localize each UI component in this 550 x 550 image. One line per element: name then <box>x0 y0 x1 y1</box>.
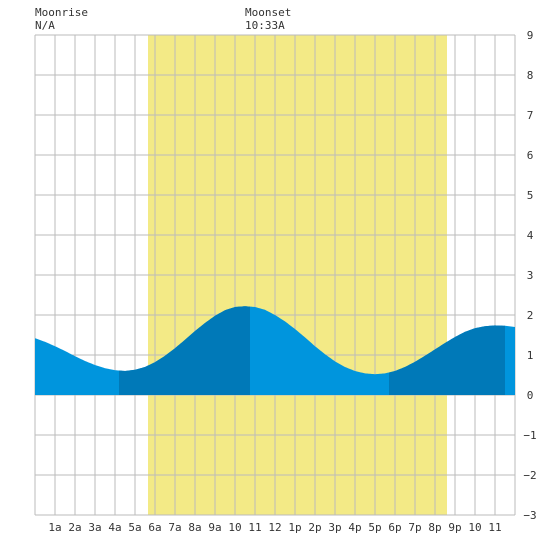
x-tick-labels: 1a 2a 3a 4a 5a 6a 7a 8a 9a 10 11 12 1p 2p 3p 4p 5p 6p 7p 8p… <box>48 521 501 534</box>
y-tick-label: 3 <box>527 269 534 282</box>
y-tick-label: 4 <box>527 229 534 242</box>
x-tick-label: 8a <box>188 521 201 534</box>
x-tick-label: 1p <box>288 521 301 534</box>
x-tick-label: 9a <box>208 521 221 534</box>
x-tick-label: 5p <box>368 521 381 534</box>
y-tick-labels: 9 8 7 6 5 4 3 2 1 0 −1 −2 −3 <box>523 29 536 522</box>
x-tick-label: 6a <box>148 521 161 534</box>
tide-area-layer <box>35 306 515 395</box>
x-tick-label: 2a <box>68 521 81 534</box>
y-tick-label: 5 <box>527 189 534 202</box>
x-tick-label: 7p <box>408 521 421 534</box>
x-tick-label: 8p <box>428 521 441 534</box>
x-tick-label: 3a <box>88 521 101 534</box>
x-tick-label: 10 <box>228 521 241 534</box>
x-tick-label: 4a <box>108 521 121 534</box>
x-tick-label: 3p <box>328 521 341 534</box>
x-tick-label: 11 <box>488 521 501 534</box>
x-tick-label: 6p <box>388 521 401 534</box>
y-tick-label: 9 <box>527 29 534 42</box>
x-tick-label: 1a <box>48 521 61 534</box>
y-tick-label: −3 <box>523 509 536 522</box>
x-tick-label: 2p <box>308 521 321 534</box>
tide-area-segment <box>389 325 505 395</box>
x-tick-label: 9p <box>448 521 461 534</box>
x-tick-label: 4p <box>348 521 361 534</box>
x-tick-label: 10 <box>468 521 481 534</box>
x-tick-label: 7a <box>168 521 181 534</box>
grid-layer <box>34 34 516 516</box>
x-tick-label: 5a <box>128 521 141 534</box>
y-tick-label: 2 <box>527 309 534 322</box>
moonrise-label: Moonrise <box>35 6 88 19</box>
y-tick-label: 7 <box>527 109 534 122</box>
moonrise-value: N/A <box>35 19 55 32</box>
y-tick-label: −2 <box>523 469 536 482</box>
y-tick-label: 6 <box>527 149 534 162</box>
x-tick-label: 11 <box>248 521 261 534</box>
tide-area-segment <box>119 306 250 395</box>
y-tick-label: 1 <box>527 349 534 362</box>
moonset-label: Moonset <box>245 6 292 19</box>
x-tick-label: 12 <box>268 521 281 534</box>
y-tick-label: 0 <box>527 389 534 402</box>
moonset-value: 10:33A <box>245 19 285 32</box>
y-tick-label: 8 <box>527 69 534 82</box>
y-tick-label: −1 <box>523 429 536 442</box>
